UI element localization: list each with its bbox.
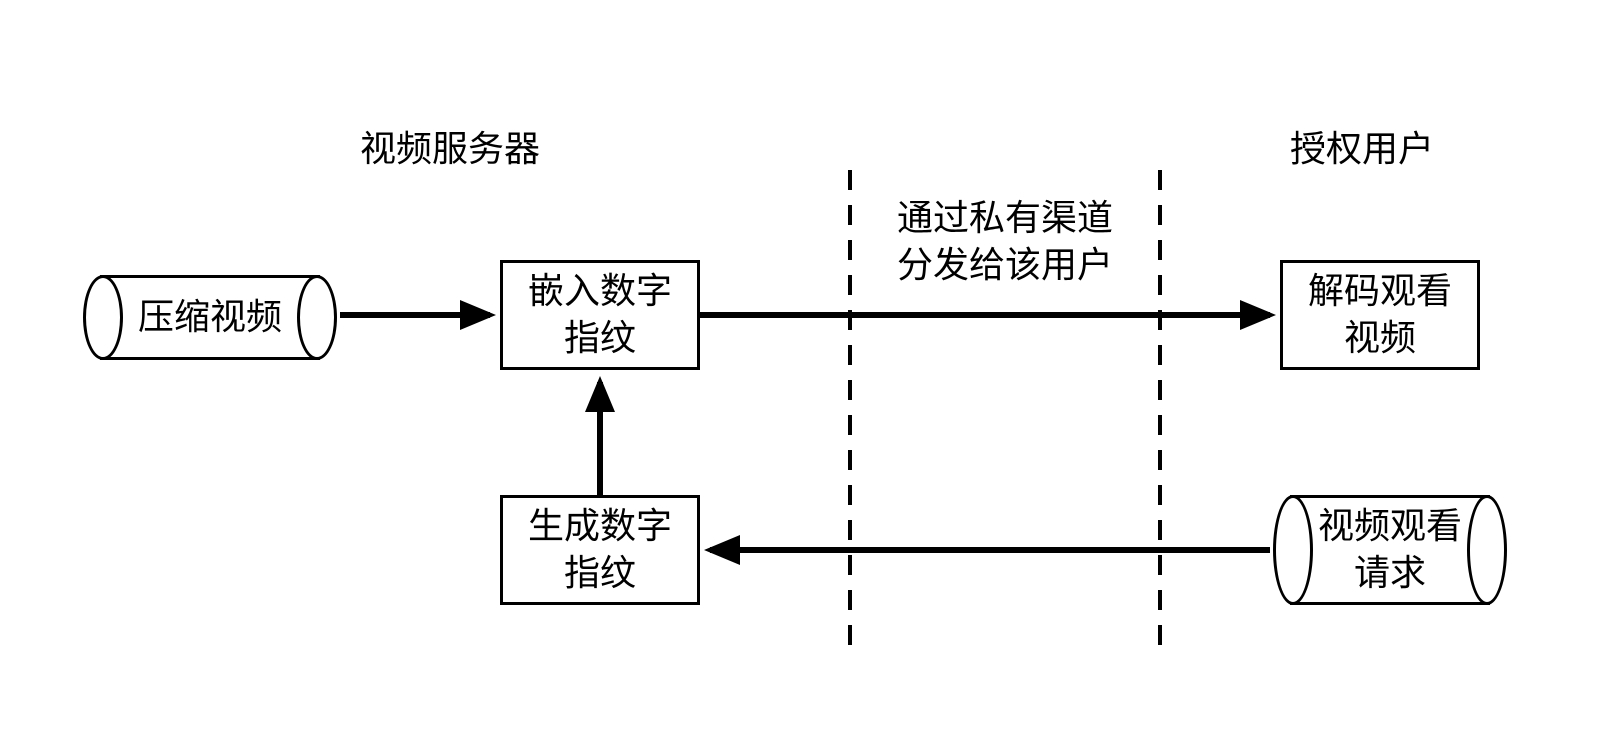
node-view-request-label: 视频观看请求 (1318, 503, 1462, 597)
annotation-private-channel: 通过私有渠道分发给该用户 (870, 195, 1140, 289)
flowchart-diagram: 视频服务器 授权用户 压缩视频 嵌入数字指纹 生成数字指纹 解码观看视频 视频观… (0, 0, 1605, 742)
header-server: 视频服务器 (360, 120, 540, 172)
node-view-request: 视频观看请求 (1290, 495, 1490, 605)
header-user: 授权用户 (1290, 120, 1434, 172)
node-embed-fingerprint-label: 嵌入数字指纹 (528, 268, 672, 362)
node-generate-fingerprint: 生成数字指纹 (500, 495, 700, 605)
arrows-layer (0, 0, 1605, 742)
node-compressed-video-label: 压缩视频 (138, 294, 282, 341)
node-decode-video: 解码观看视频 (1280, 260, 1480, 370)
node-compressed-video: 压缩视频 (100, 275, 320, 360)
node-embed-fingerprint: 嵌入数字指纹 (500, 260, 700, 370)
node-decode-video-label: 解码观看视频 (1308, 268, 1452, 362)
node-generate-fingerprint-label: 生成数字指纹 (528, 503, 672, 597)
